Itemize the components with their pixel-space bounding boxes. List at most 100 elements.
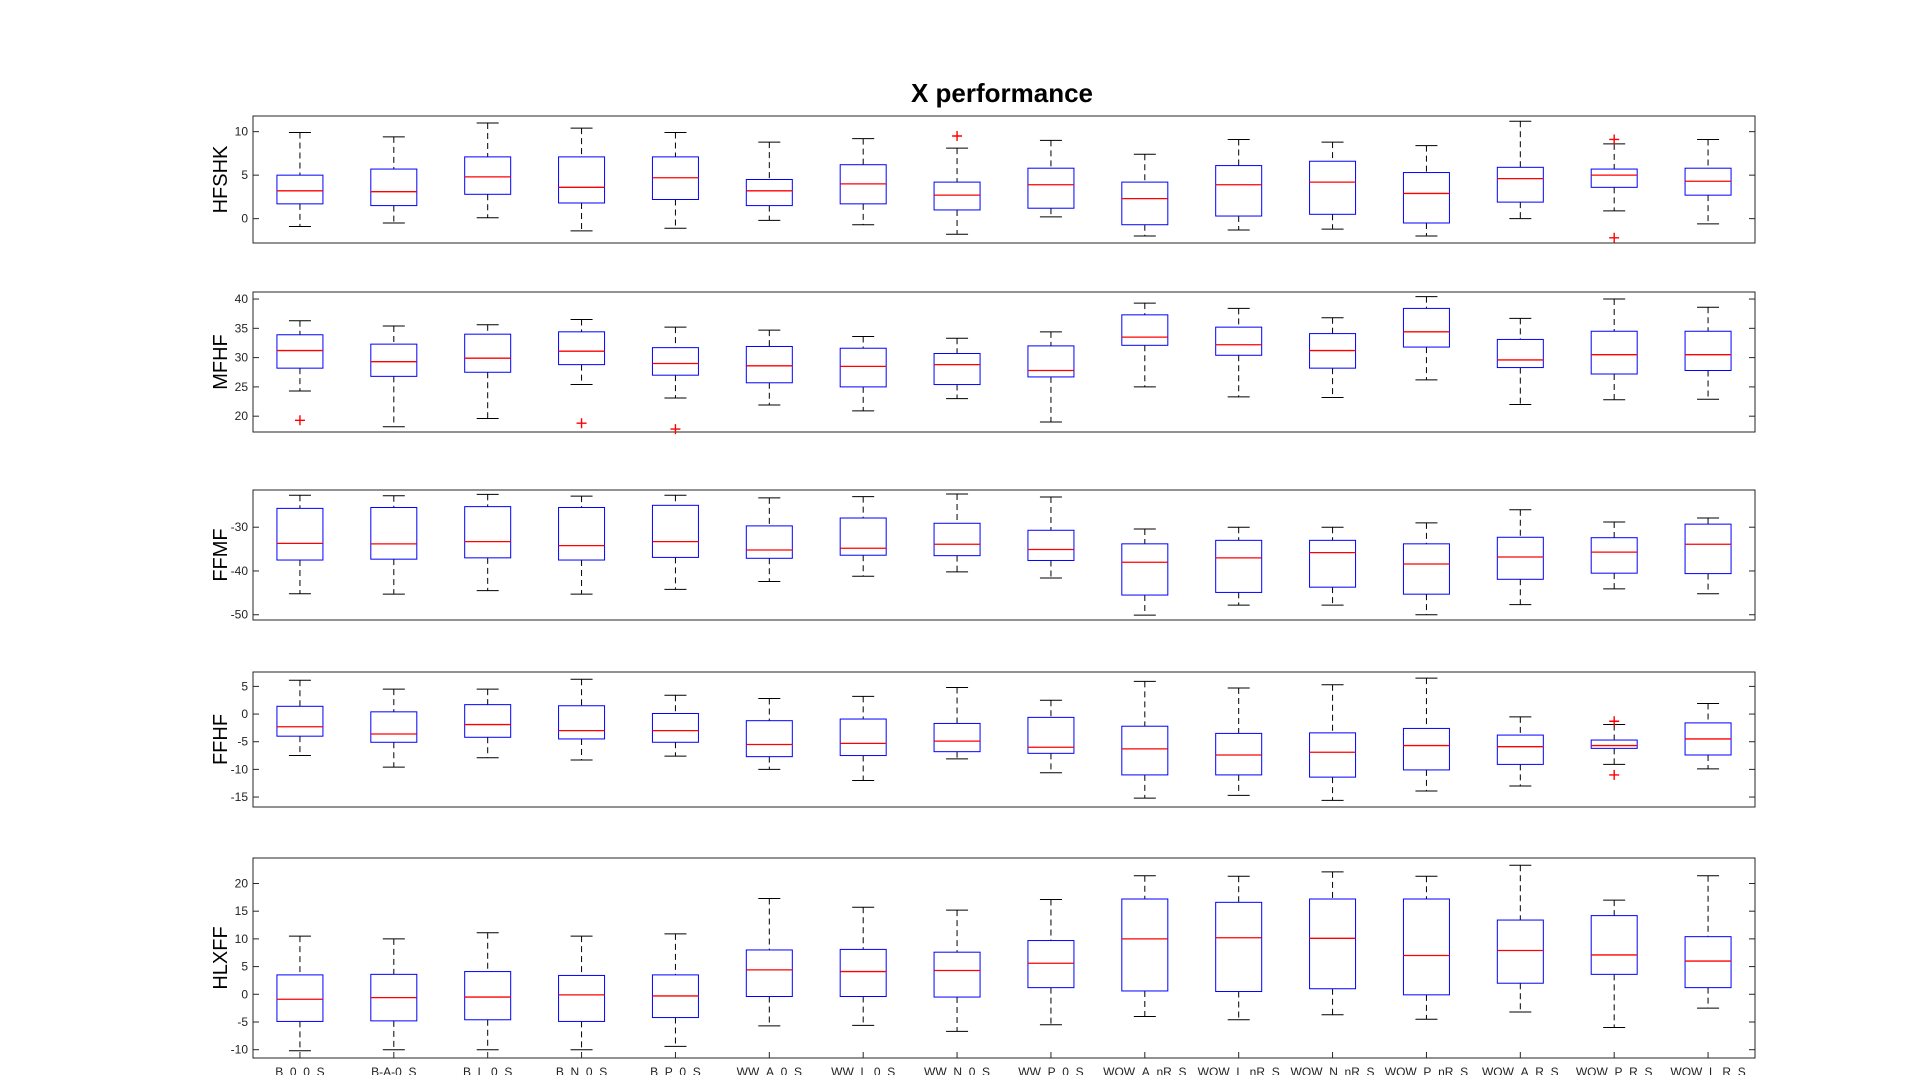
y-tick-label: -10 (231, 762, 249, 776)
box-ww_a_0_s-iqr-box (745, 525, 793, 559)
box-wow_p_r_s-outlier (1609, 134, 1620, 145)
box-wow_a_r_s-iqr-box (1496, 536, 1544, 580)
y-tick-label: -50 (231, 608, 249, 622)
box-wow_n_nr_s-iqr-box (1309, 160, 1357, 215)
x-tick-label: B-A-0_S (371, 1065, 416, 1075)
panel-frame-hlxff (252, 857, 1756, 1059)
y-tick-label: 0 (241, 987, 248, 1001)
box-wow_l_nr_s-iqr-box (1215, 165, 1263, 217)
y-tick-label: 40 (235, 292, 249, 306)
box-b_p_0_s-iqr-box (651, 504, 699, 558)
x-tick-label: WW_A_0_S (737, 1065, 802, 1075)
x-tick-label: B_L_0_S (463, 1065, 512, 1075)
box-ww_p_0_s-iqr-box (1027, 529, 1075, 561)
y-tick-label: -5 (237, 735, 248, 749)
box-b_n_0_s-iqr-box (558, 705, 606, 740)
box-ww_a_0_s-iqr-box (745, 179, 793, 207)
y-tick-label: 15 (235, 904, 249, 918)
box-b_l_0_s-iqr-box (464, 704, 512, 738)
box-wow_l_r_s-iqr-box (1684, 936, 1732, 989)
box-b_l_0_s-iqr-box (464, 971, 512, 1021)
y-tick-label: 5 (241, 168, 248, 182)
y-tick-label: 5 (241, 960, 248, 974)
panel-frame-ffmf (252, 489, 1756, 621)
box-b-a-0_s-iqr-box (370, 507, 418, 560)
box-wow_a_nr_s-iqr-box (1121, 898, 1169, 992)
box-wow_a_r_s-iqr-box (1496, 919, 1544, 984)
y-tick-label: -40 (231, 564, 249, 578)
y-tick-label: 25 (235, 380, 249, 394)
y-tick-label: 20 (235, 876, 249, 890)
box-b_0_0_s-iqr-box (276, 507, 324, 561)
box-ww_n_0_s-iqr-box (933, 353, 981, 386)
x-tick-label: WW_L_0_S (831, 1065, 895, 1075)
box-wow_a_nr_s-iqr-box (1121, 314, 1169, 346)
box-wow_p_r_s-outlier (1609, 716, 1620, 727)
box-wow_n_nr_s-iqr-box (1309, 898, 1357, 990)
y-tick-label: 0 (241, 707, 248, 721)
box-b_n_0_s-iqr-box (558, 331, 606, 366)
box-wow_a_nr_s-iqr-box (1121, 725, 1169, 776)
box-b_n_0_s-iqr-box (558, 156, 606, 204)
x-tick-label: WOW_P_R_S (1576, 1065, 1653, 1075)
box-wow_l_nr_s-iqr-box (1215, 901, 1263, 993)
box-b_l_0_s-iqr-box (464, 506, 512, 559)
box-wow_p_r_s-outlier (1609, 769, 1620, 780)
y-tick-label: -10 (231, 1043, 249, 1057)
box-wow_a_r_s-iqr-box (1496, 166, 1544, 203)
box-ww_l_0_s-iqr-box (839, 517, 887, 556)
box-ww_n_0_s-iqr-box (933, 522, 981, 557)
panel-frame-ffhf (252, 671, 1756, 808)
box-b_l_0_s-iqr-box (464, 333, 512, 373)
x-tick-label: WOW_A_R_S (1482, 1065, 1559, 1075)
y-axis-label: HLXFF (210, 926, 232, 989)
y-axis-label: FFHF (210, 714, 232, 765)
box-wow_n_nr_s-iqr-box (1309, 732, 1357, 778)
x-tick-label: WOW_A_nR_S (1103, 1065, 1186, 1075)
box-ww_p_0_s-iqr-box (1027, 940, 1075, 989)
box-b_p_0_s-outlier (670, 424, 681, 435)
box-ww_n_0_s-iqr-box (933, 181, 981, 211)
x-tick-label: WOW_N_nR_S (1291, 1065, 1375, 1075)
box-b_n_0_s-outlier (576, 418, 587, 429)
box-ww_p_0_s-iqr-box (1027, 345, 1075, 378)
chart-title: X performance (911, 78, 1093, 108)
box-wow_a_nr_s-iqr-box (1121, 181, 1169, 226)
box-b_n_0_s-iqr-box (558, 507, 606, 561)
box-ww_l_0_s-iqr-box (839, 347, 887, 388)
y-axis-label: MFHF (210, 334, 232, 390)
box-wow_p_nr_s-iqr-box (1402, 307, 1450, 348)
x-tick-label: B_P_0_S (650, 1065, 701, 1075)
y-tick-label: 5 (241, 679, 248, 693)
y-tick-label: 30 (235, 351, 249, 365)
box-wow_p_nr_s-iqr-box (1402, 543, 1450, 595)
box-wow_l_nr_s-iqr-box (1215, 732, 1263, 776)
x-tick-label: B_N_0_S (556, 1065, 607, 1075)
x-tick-label: WW_P_0_S (1018, 1065, 1083, 1075)
x-tick-label: WOW_L_R_S (1670, 1065, 1745, 1075)
box-b_0_0_s-iqr-box (276, 974, 324, 1022)
x-tick-label: WOW_P_nR_S (1385, 1065, 1468, 1075)
box-wow_p_r_s-iqr-box (1590, 537, 1638, 574)
box-b_n_0_s-iqr-box (558, 974, 606, 1022)
box-wow_p_r_s-iqr-box (1590, 915, 1638, 975)
box-b_p_0_s-iqr-box (651, 347, 699, 376)
box-wow_p_nr_s-iqr-box (1402, 898, 1450, 996)
box-b_0_0_s-outlier (294, 415, 305, 426)
box-wow_a_r_s-iqr-box (1496, 338, 1544, 369)
box-ww_p_0_s-iqr-box (1027, 167, 1075, 209)
y-tick-label: 20 (235, 409, 249, 423)
box-wow_n_nr_s-iqr-box (1309, 539, 1357, 588)
box-wow_l_r_s-iqr-box (1684, 523, 1732, 575)
x-tick-label: WOW_L_nR_S (1198, 1065, 1280, 1075)
box-ww_p_0_s-iqr-box (1027, 716, 1075, 754)
box-ww_l_0_s-iqr-box (839, 948, 887, 998)
box-ww_a_0_s-iqr-box (745, 345, 793, 384)
box-wow_p_nr_s-iqr-box (1402, 172, 1450, 224)
box-b-a-0_s-iqr-box (370, 711, 418, 743)
box-wow_l_nr_s-iqr-box (1215, 539, 1263, 593)
box-wow_p_r_s-iqr-box (1590, 330, 1638, 375)
box-ww_l_0_s-iqr-box (839, 718, 887, 757)
